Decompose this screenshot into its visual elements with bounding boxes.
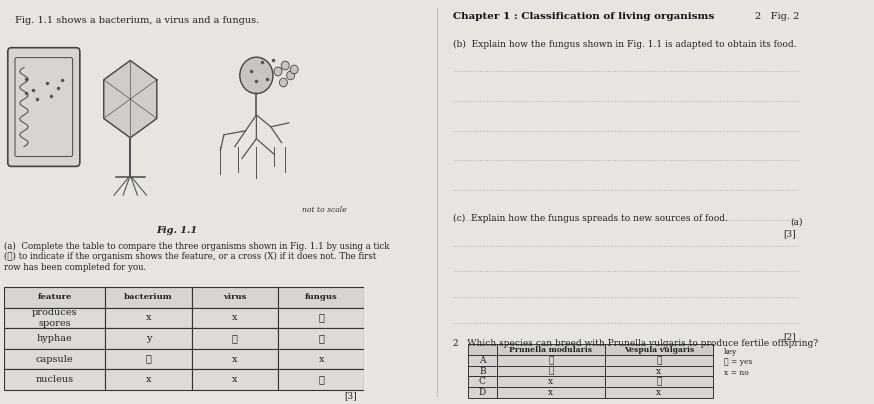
Text: ✓: ✓: [318, 334, 324, 343]
Bar: [468, 355, 496, 366]
Bar: [496, 345, 605, 355]
Text: (a)  Complete the table to compare the three organisms shown in Fig. 1.1 by usin: (a) Complete the table to compare the th…: [4, 242, 390, 271]
Bar: [496, 355, 605, 366]
Text: x: x: [232, 314, 238, 322]
Bar: [4, 369, 105, 390]
Text: capsule: capsule: [36, 355, 73, 364]
Circle shape: [239, 57, 273, 94]
Bar: [105, 287, 191, 307]
Bar: [4, 287, 105, 307]
Bar: [278, 369, 364, 390]
Bar: [278, 349, 364, 369]
Text: key: key: [724, 348, 737, 356]
Text: x: x: [548, 388, 553, 397]
Text: x: x: [656, 367, 662, 376]
Text: y: y: [146, 334, 151, 343]
Text: fungus: fungus: [305, 293, 337, 301]
Bar: [191, 369, 278, 390]
Text: [2]: [2]: [783, 332, 795, 341]
Text: (b)  Explain how the fungus shown in Fig. 1.1 is adapted to obtain its food.: (b) Explain how the fungus shown in Fig.…: [454, 40, 797, 49]
Text: x: x: [318, 355, 324, 364]
Text: ✓: ✓: [656, 377, 662, 386]
Text: D: D: [479, 388, 486, 397]
Text: virus: virus: [223, 293, 246, 301]
Text: not to scale: not to scale: [302, 206, 346, 214]
Bar: [278, 328, 364, 349]
Bar: [4, 307, 105, 328]
Bar: [468, 345, 496, 355]
Bar: [496, 387, 605, 398]
Text: Fig. 1.1 shows a bacterium, a virus and a fungus.: Fig. 1.1 shows a bacterium, a virus and …: [15, 16, 260, 25]
Polygon shape: [104, 61, 156, 138]
Bar: [105, 328, 191, 349]
Bar: [191, 349, 278, 369]
Bar: [605, 355, 713, 366]
Circle shape: [287, 71, 295, 80]
Text: C: C: [479, 377, 486, 386]
Bar: [468, 377, 496, 387]
Circle shape: [290, 65, 298, 74]
Text: ✓: ✓: [318, 314, 324, 322]
Text: hyphae: hyphae: [37, 334, 73, 343]
Circle shape: [280, 78, 288, 87]
Text: bacterium: bacterium: [124, 293, 173, 301]
Text: x: x: [232, 375, 238, 384]
Text: 2   Which species can breed with Prunella vulgaris to produce fertile offspring?: 2 Which species can breed with Prunella …: [454, 339, 818, 347]
Text: [3]: [3]: [783, 230, 795, 239]
Text: [3]: [3]: [344, 391, 357, 400]
FancyBboxPatch shape: [8, 48, 80, 166]
Text: ✓ = yes: ✓ = yes: [724, 358, 752, 366]
Text: ✓: ✓: [232, 334, 238, 343]
Bar: [468, 387, 496, 398]
Bar: [105, 349, 191, 369]
Text: ✓: ✓: [145, 355, 151, 364]
Text: B: B: [479, 367, 486, 376]
Bar: [105, 307, 191, 328]
Bar: [105, 369, 191, 390]
Text: ✓: ✓: [548, 367, 553, 376]
Bar: [468, 366, 496, 377]
Text: x: x: [146, 375, 151, 384]
Text: Vespula vulgaris: Vespula vulgaris: [624, 346, 694, 354]
Bar: [278, 287, 364, 307]
Bar: [191, 328, 278, 349]
Text: ✓: ✓: [656, 356, 662, 365]
Text: (c)  Explain how the fungus spreads to new sources of food.: (c) Explain how the fungus spreads to ne…: [454, 214, 728, 223]
Bar: [605, 345, 713, 355]
Text: Prunella modularis: Prunella modularis: [510, 346, 593, 354]
Text: x: x: [656, 388, 662, 397]
Circle shape: [274, 67, 282, 76]
Text: x: x: [548, 377, 553, 386]
Bar: [496, 366, 605, 377]
Text: nucleus: nucleus: [36, 375, 73, 384]
Text: ✓: ✓: [548, 356, 553, 365]
Text: x: x: [146, 314, 151, 322]
Bar: [605, 387, 713, 398]
Bar: [496, 377, 605, 387]
Bar: [605, 366, 713, 377]
Circle shape: [281, 61, 289, 70]
Text: ✓: ✓: [318, 375, 324, 384]
Bar: [191, 287, 278, 307]
Text: 2   Fig. 2: 2 Fig. 2: [755, 12, 800, 21]
Text: (a): (a): [790, 218, 803, 227]
Text: x = no: x = no: [724, 369, 748, 377]
Bar: [191, 307, 278, 328]
Text: Fig. 1.1: Fig. 1.1: [156, 226, 198, 235]
Bar: [4, 328, 105, 349]
Text: A: A: [479, 356, 486, 365]
Text: produces
spores: produces spores: [31, 308, 78, 328]
Text: Chapter 1 : Classification of living organisms: Chapter 1 : Classification of living org…: [454, 12, 715, 21]
Bar: [278, 307, 364, 328]
Bar: [605, 377, 713, 387]
Text: x: x: [232, 355, 238, 364]
Text: feature: feature: [38, 293, 72, 301]
Bar: [4, 349, 105, 369]
